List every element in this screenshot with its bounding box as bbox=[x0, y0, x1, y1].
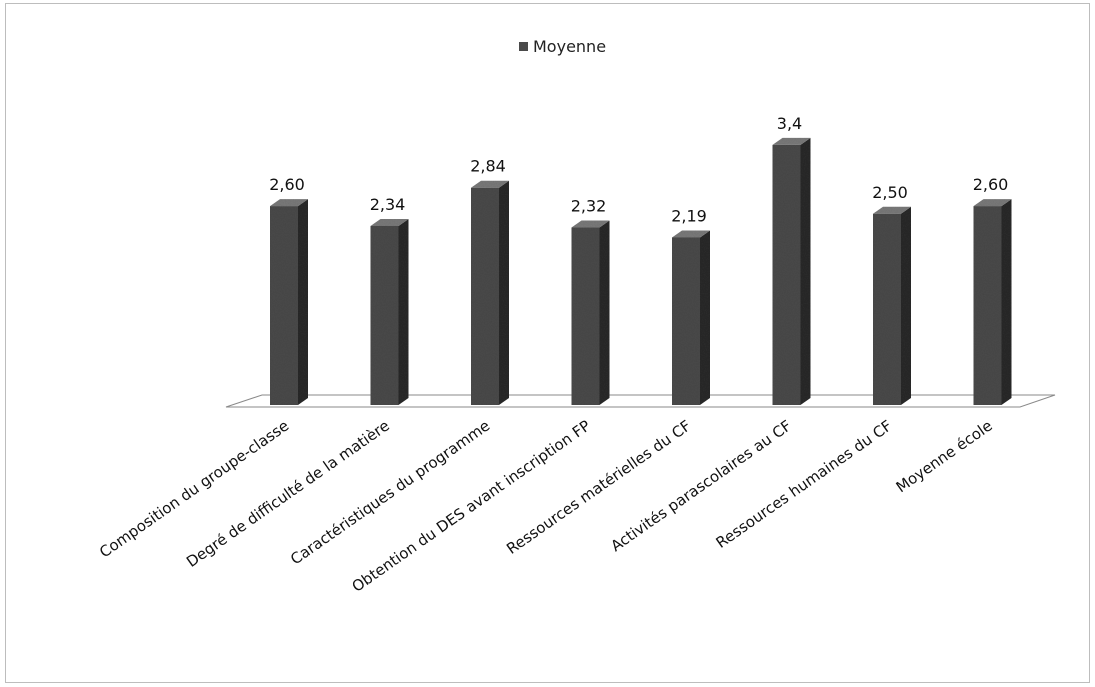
bar-side bbox=[901, 206, 911, 405]
value-label: 2,34 bbox=[370, 195, 406, 214]
value-label: 2,84 bbox=[470, 157, 506, 176]
bar-side bbox=[700, 230, 710, 405]
bar-side bbox=[298, 199, 308, 405]
legend-label: Moyenne bbox=[533, 37, 606, 56]
bar-front bbox=[873, 213, 901, 405]
bar-top bbox=[772, 137, 811, 145]
bar-front bbox=[772, 144, 801, 405]
value-label: 2,60 bbox=[269, 175, 305, 194]
value-label: 2,50 bbox=[872, 183, 908, 202]
category-label: Caractéristiques du programme bbox=[287, 417, 493, 569]
value-label: 2,32 bbox=[571, 197, 607, 216]
bar bbox=[672, 230, 710, 405]
bar-front bbox=[471, 187, 499, 405]
bar-side bbox=[599, 220, 610, 405]
bar-side bbox=[1001, 199, 1012, 405]
value-label: 2,60 bbox=[973, 175, 1009, 194]
bar bbox=[370, 218, 409, 405]
bar-top bbox=[973, 199, 1012, 207]
bar-top bbox=[873, 206, 911, 214]
bar bbox=[772, 137, 811, 405]
bar bbox=[471, 180, 509, 405]
bar-top bbox=[571, 220, 610, 228]
bar-top bbox=[370, 218, 409, 226]
bar bbox=[270, 199, 308, 405]
legend-swatch bbox=[519, 42, 528, 51]
chart-floor bbox=[225, 394, 1056, 408]
bar-top bbox=[471, 180, 509, 188]
bar-side bbox=[499, 180, 509, 405]
bar-top bbox=[672, 230, 710, 238]
value-label: 2,19 bbox=[671, 206, 707, 225]
bar-side bbox=[800, 137, 811, 405]
bar-front bbox=[571, 227, 600, 405]
bar bbox=[873, 206, 911, 405]
bar bbox=[973, 199, 1012, 405]
category-label: Degré de difficulté de la matière bbox=[183, 417, 393, 571]
legend: Moyenne bbox=[519, 37, 606, 56]
category-label: Composition du groupe-classe bbox=[96, 417, 292, 562]
category-label: Ressources humaines du CF bbox=[713, 417, 896, 552]
bar-front bbox=[270, 206, 298, 405]
bars bbox=[270, 137, 1012, 405]
value-labels: 2,60 2,34 2,84 2,32 2,19 3,4 2,50 2,60 bbox=[269, 114, 1008, 226]
bar-front bbox=[672, 237, 700, 405]
bar-side bbox=[398, 218, 409, 405]
bar bbox=[571, 220, 610, 405]
value-label: 3,4 bbox=[777, 114, 802, 133]
category-label: Ressources matérielles du CF bbox=[503, 417, 694, 558]
bar-front bbox=[973, 206, 1002, 405]
bar-front bbox=[370, 225, 399, 405]
category-label: Activités parascolaires au CF bbox=[607, 417, 794, 556]
bar-top bbox=[270, 199, 308, 207]
category-label: Moyenne école bbox=[893, 417, 996, 497]
